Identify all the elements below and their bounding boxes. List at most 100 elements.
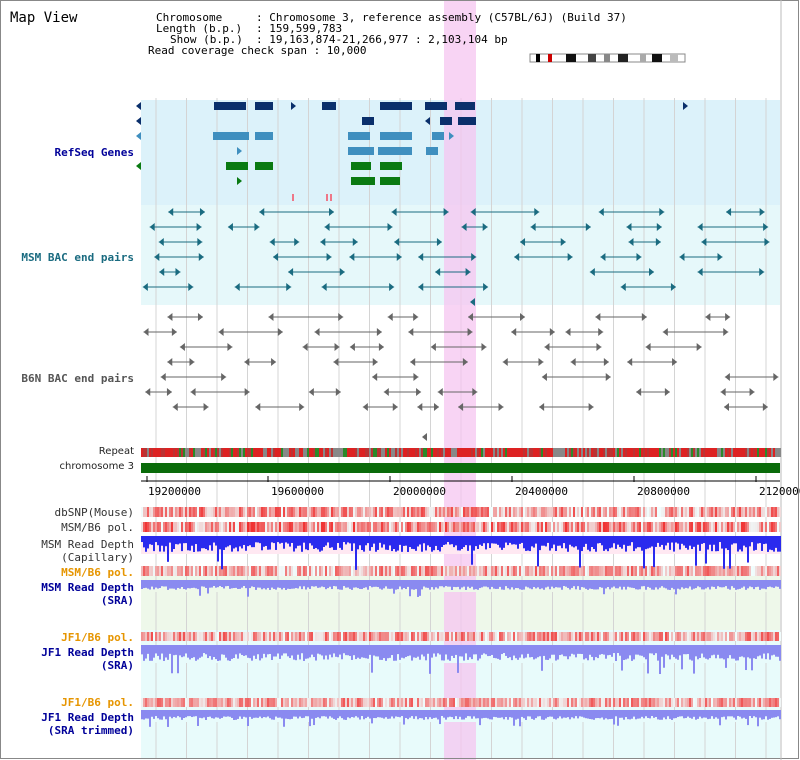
depth-bar <box>719 536 721 543</box>
heat-mark <box>221 566 223 576</box>
depth-bar <box>557 645 559 660</box>
depth-bar <box>599 536 601 544</box>
b6n-bac-end <box>413 373 419 381</box>
heat-mark <box>607 566 609 576</box>
depth-bar <box>741 580 743 588</box>
repeat-mark <box>345 448 347 457</box>
depth-bar <box>737 536 739 552</box>
depth-bar <box>519 536 521 544</box>
depth-bar <box>623 645 625 661</box>
depth-bar <box>473 710 475 717</box>
heat-mark <box>189 566 191 576</box>
heat-mark <box>639 632 641 641</box>
heat-mark <box>529 698 531 707</box>
heat-mark <box>745 566 747 576</box>
heat-mark <box>247 507 249 517</box>
depth-bar <box>647 580 649 587</box>
heat-mark <box>461 632 463 641</box>
repeat-mark <box>275 448 277 457</box>
depth-bar <box>605 645 607 659</box>
depth-bar <box>145 645 147 659</box>
depth-bar <box>521 580 523 590</box>
heat-mark <box>553 566 555 576</box>
heat-mark <box>731 522 733 532</box>
gene-arrow <box>136 102 141 110</box>
depth-bar <box>683 580 685 589</box>
depth-bar <box>275 645 277 657</box>
heat-mark <box>609 566 611 576</box>
depth-bar <box>767 710 769 720</box>
gene-block <box>348 132 370 140</box>
heat-mark <box>523 507 525 517</box>
heat-mark <box>401 522 403 532</box>
heat-mark <box>529 566 531 576</box>
heat-mark <box>325 507 327 517</box>
heat-mark <box>423 507 425 517</box>
depth-bar <box>213 580 215 587</box>
depth-bar <box>603 536 605 551</box>
heat-mark <box>729 566 731 576</box>
depth-bar <box>697 536 699 545</box>
depth-bar <box>369 710 371 719</box>
heat-mark <box>691 566 693 576</box>
msm-bac-end <box>759 268 765 276</box>
heat-mark <box>493 632 495 641</box>
track-label-refseq[interactable]: RefSeq Genes <box>54 146 134 159</box>
heat-mark <box>463 632 465 641</box>
depth-bar <box>203 580 205 587</box>
heat-mark <box>323 698 325 707</box>
heat-mark <box>537 522 539 532</box>
depth-bar <box>399 645 401 660</box>
depth-bar <box>289 536 291 547</box>
heat-mark <box>451 507 453 517</box>
depth-bar <box>249 536 251 546</box>
heat-mark <box>359 566 361 576</box>
depth-bar <box>631 710 633 719</box>
heat-mark <box>779 698 781 707</box>
b6n-bac-end <box>268 313 274 321</box>
depth-bar <box>301 536 303 552</box>
depth-bar <box>217 645 219 661</box>
heat-mark <box>273 632 275 641</box>
heat-mark <box>459 507 461 517</box>
heat-mark <box>351 522 353 532</box>
depth-bar <box>659 536 661 547</box>
repeat-mark <box>221 448 223 457</box>
heat-mark <box>595 522 597 532</box>
depth-bar <box>285 710 287 719</box>
depth-bar <box>561 645 563 655</box>
heat-mark <box>753 507 755 517</box>
repeat-mark <box>561 448 563 457</box>
depth-bar <box>525 710 527 720</box>
b6n-bac-end <box>413 313 419 321</box>
heat-mark <box>769 698 771 707</box>
depth-bar <box>689 710 691 718</box>
depth-bar <box>167 536 169 562</box>
depth-bar <box>177 536 179 545</box>
depth-bar <box>661 645 663 657</box>
repeat-mark <box>559 448 561 457</box>
heat-mark <box>763 698 765 707</box>
heat-mark <box>469 632 471 641</box>
track-label-msm-bac[interactable]: MSM BAC end pairs <box>21 251 134 264</box>
depth-bar <box>379 645 381 660</box>
depth-bar <box>777 645 779 657</box>
depth-bar <box>765 645 767 660</box>
heat-mark <box>579 507 581 517</box>
repeat-mark <box>593 448 595 457</box>
heat-mark <box>717 632 719 641</box>
msm-bac-end <box>288 268 294 276</box>
heat-mark <box>189 507 191 517</box>
heat-mark <box>743 522 745 532</box>
track-label-b6n-bac[interactable]: B6N BAC end pairs <box>21 372 134 385</box>
depth-bar <box>435 580 437 588</box>
depth-bar <box>333 580 335 587</box>
heat-mark <box>735 698 737 707</box>
depth-bar <box>199 710 201 718</box>
heat-mark <box>581 698 583 707</box>
heat-mark <box>523 522 525 532</box>
repeat-mark <box>185 448 187 457</box>
heat-mark <box>363 507 365 517</box>
heat-mark <box>561 522 563 532</box>
